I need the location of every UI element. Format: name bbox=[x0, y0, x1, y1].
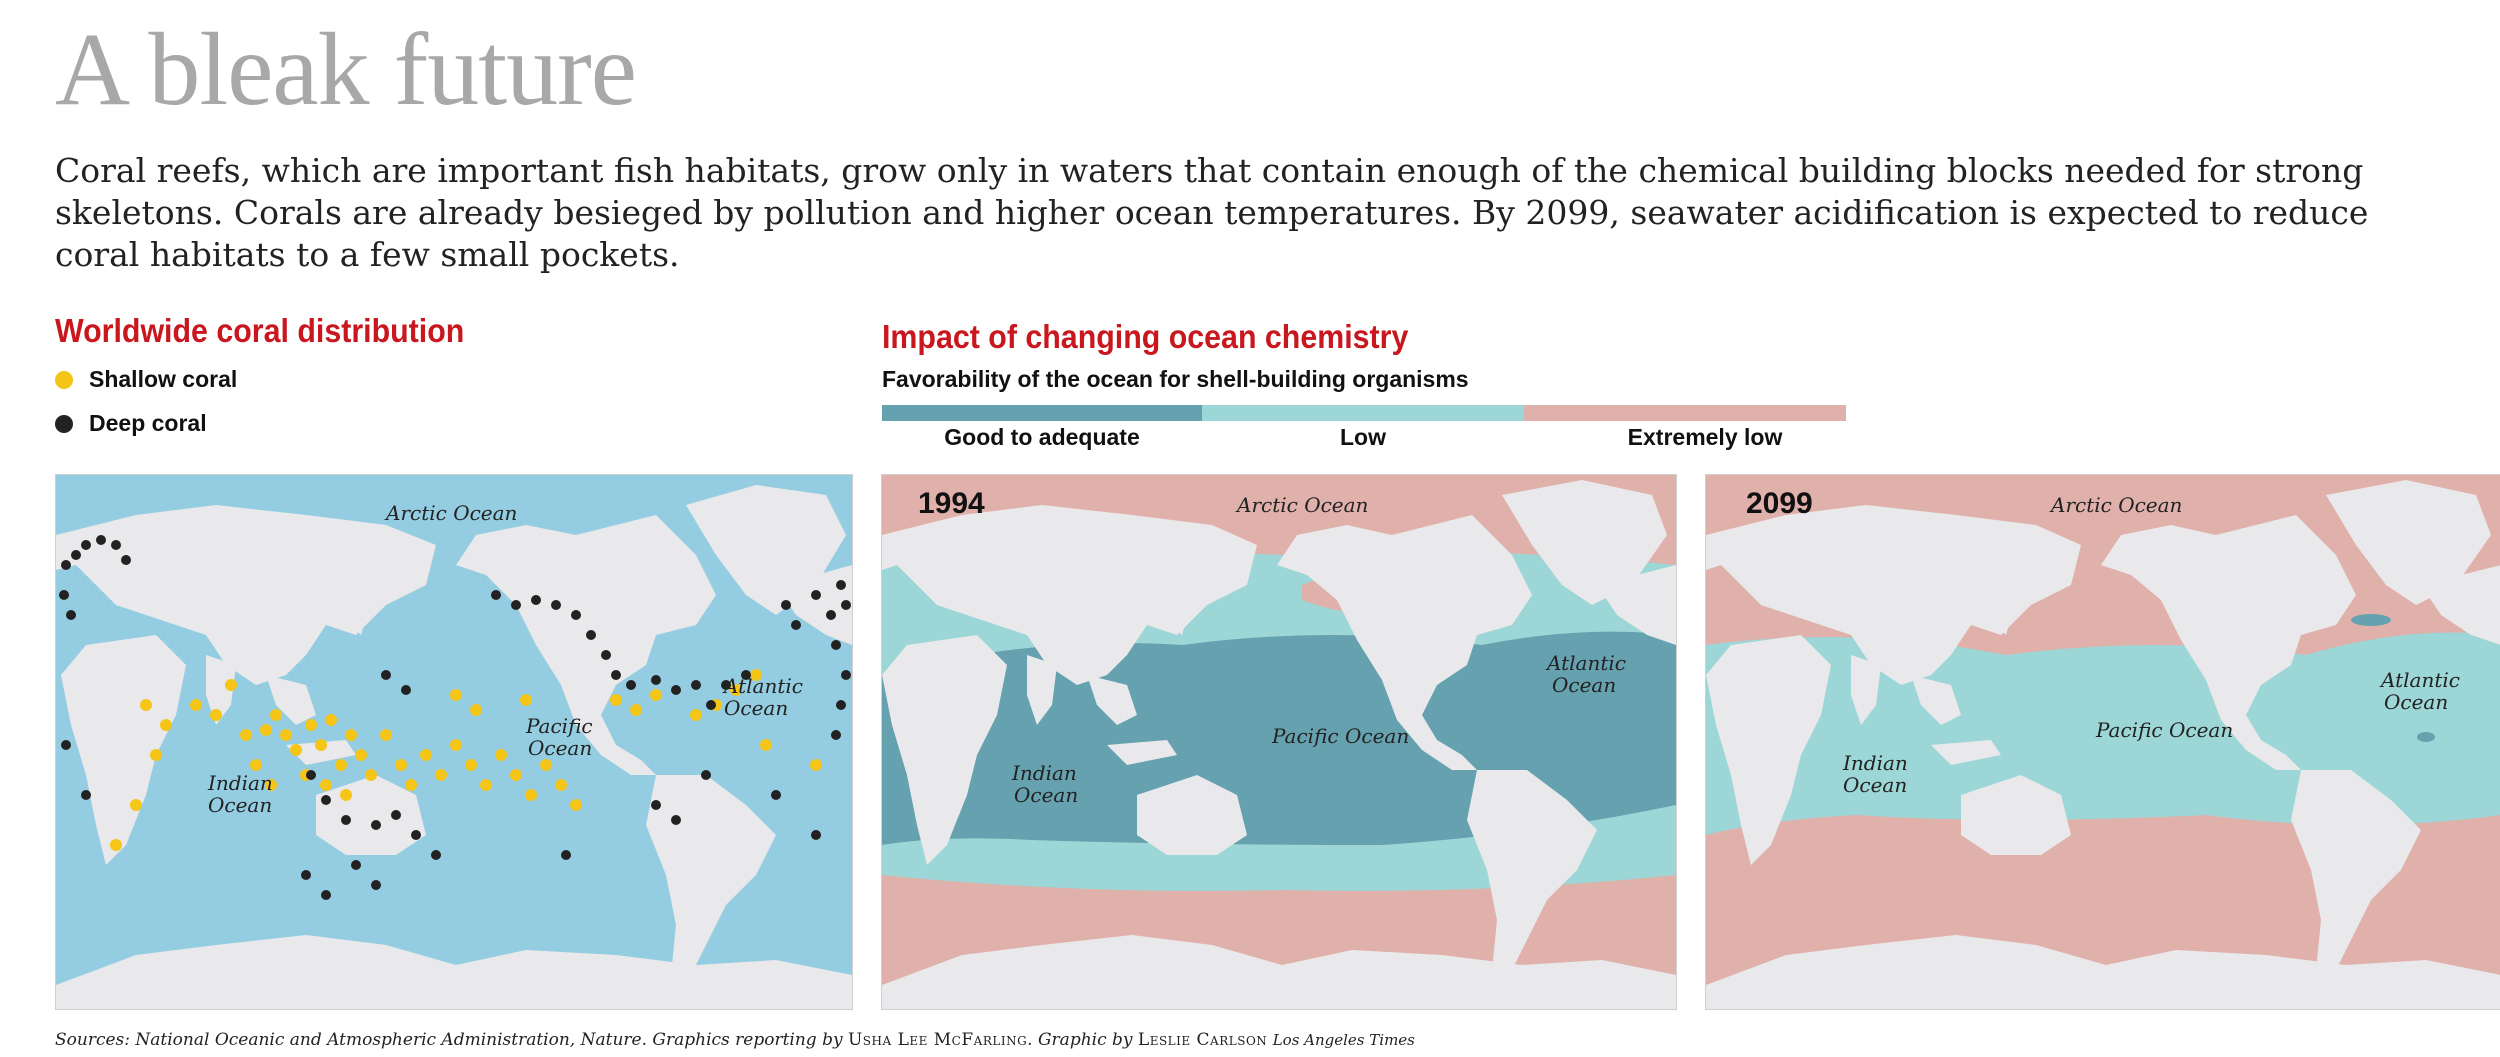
map-1994-pacific-label: Pacific Ocean bbox=[1271, 724, 1409, 748]
intro-text: Coral reefs, which are important fish ha… bbox=[55, 151, 2369, 274]
map-1994-atlantic-label-2: Ocean bbox=[1552, 673, 1616, 697]
shallow-coral-markers bbox=[110, 669, 822, 851]
deep-coral-markers bbox=[59, 535, 851, 900]
graphic-by-text: . Graphic by bbox=[1027, 1030, 1138, 1050]
coral-map-atlantic-label-2: Ocean bbox=[724, 696, 788, 720]
sources-credit: Sources: National Oceanic and Atmospheri… bbox=[55, 1030, 1415, 1050]
legend-deep-coral: Deep coral bbox=[55, 410, 207, 437]
scale-low-swatch bbox=[1202, 405, 1524, 421]
page-title: A bleak future bbox=[55, 12, 637, 127]
map-2099-year: 2099 bbox=[1746, 487, 1813, 520]
map-1994-indian-label-2: Ocean bbox=[1014, 783, 1078, 807]
map-1994-arctic-label: Arctic Ocean bbox=[1235, 493, 1368, 517]
coral-map-pacific-label-2: Ocean bbox=[528, 736, 592, 760]
coral-map-indian-label-2: Ocean bbox=[208, 793, 272, 817]
legend-deep-label: Deep coral bbox=[89, 410, 207, 436]
coral-map-atlantic-label-1: Atlantic bbox=[722, 674, 803, 698]
map-1994-year: 1994 bbox=[918, 487, 985, 520]
ocean-chemistry-map-1994: 1994 Arctic Ocean Atlantic Ocean Pacific… bbox=[881, 474, 1677, 1010]
coral-map-indian-label-1: Indian bbox=[207, 771, 273, 795]
scale-extremely-low-label: Extremely low bbox=[1627, 424, 1783, 450]
map-2099-atlantic-label-1: Atlantic bbox=[2379, 668, 2460, 692]
map-2099-pacific-label: Pacific Ocean bbox=[2095, 718, 2233, 742]
ocean-chemistry-map-2099: 2099 Arctic Ocean Atlantic Ocean Pacific… bbox=[1705, 474, 2500, 1010]
chemistry-subtitle: Favorability of the ocean for shell-buil… bbox=[882, 366, 1469, 392]
legend-shallow-label: Shallow coral bbox=[89, 366, 238, 392]
map-2099-indian-label-2: Ocean bbox=[1843, 773, 1907, 797]
legend-shallow-coral: Shallow coral bbox=[55, 366, 237, 393]
reporter-name: Usha Lee McFarling bbox=[847, 1030, 1028, 1050]
publication-name: Los Angeles Times bbox=[1272, 1031, 1415, 1049]
scale-low-label: Low bbox=[1340, 424, 1386, 450]
scale-good-swatch bbox=[882, 405, 1202, 421]
sources-prefix: Sources: National Oceanic and Atmospheri… bbox=[55, 1030, 848, 1050]
chemistry-section-title: Impact of changing ocean chemistry bbox=[882, 318, 1409, 355]
deep-coral-dot-icon bbox=[55, 414, 73, 433]
coral-map-arctic-label: Arctic Ocean bbox=[384, 501, 517, 525]
map-1994-indian-label-1: Indian bbox=[1011, 761, 1077, 785]
coral-map-pacific-label-1: Pacific bbox=[525, 714, 593, 738]
scale-good-label: Good to adequate bbox=[944, 424, 1140, 450]
map-1994-atlantic-label-1: Atlantic bbox=[1545, 651, 1626, 675]
shallow-coral-dot-icon bbox=[55, 370, 73, 389]
map-2099-indian-label-1: Indian bbox=[1842, 751, 1908, 775]
coral-section-title: Worldwide coral distribution bbox=[55, 312, 465, 349]
map-2099-atlantic-label-2: Ocean bbox=[2384, 690, 2448, 714]
scale-extremely-low-swatch bbox=[1524, 405, 1846, 421]
map-2099-arctic-label: Arctic Ocean bbox=[2049, 493, 2182, 517]
artist-name: Leslie Carlson bbox=[1137, 1030, 1268, 1050]
coral-distribution-map: Arctic Ocean Pacific Ocean Atlantic Ocea… bbox=[55, 474, 853, 1010]
